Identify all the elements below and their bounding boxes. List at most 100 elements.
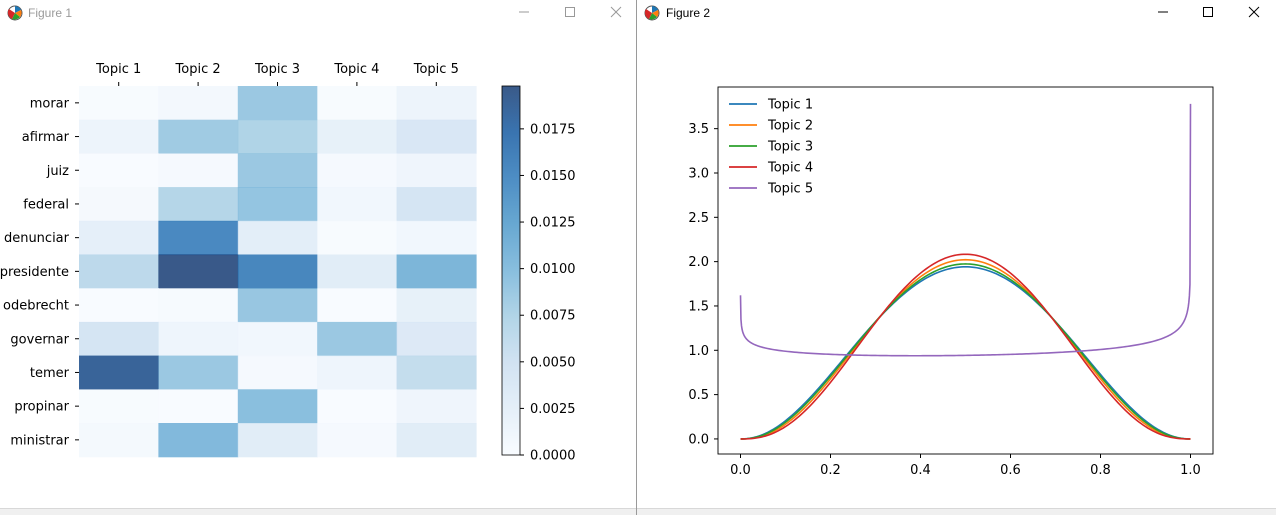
y-tick-label: afirmar — [22, 130, 70, 145]
heatmap-cell — [317, 389, 398, 424]
series-line-topic-4 — [740, 253, 1191, 440]
y-tick-label: 2.0 — [688, 255, 709, 270]
heatmap-cell — [396, 220, 477, 256]
colorbar-tick-label: 0.0175 — [530, 122, 576, 137]
x-tick-label: 0.8 — [1090, 463, 1111, 478]
figure-2-toolbar — [637, 508, 1276, 515]
x-tick-label: 0.6 — [1000, 463, 1021, 478]
heatmap-cell — [396, 86, 477, 121]
heatmap-cell — [158, 220, 239, 256]
heatmap-cell — [317, 119, 398, 154]
heatmap-cell — [79, 187, 159, 222]
y-tick-label: presidente — [0, 265, 69, 280]
y-tick-label: propinar — [14, 400, 69, 415]
heatmap-cell — [237, 288, 318, 323]
legend-label: Topic 2 — [767, 119, 813, 134]
x-tick-label: 1.0 — [1180, 463, 1201, 478]
legend-label: Topic 3 — [767, 140, 813, 155]
plot-area — [717, 86, 1214, 455]
y-tick-label: 3.5 — [688, 122, 709, 137]
series-line-topic-1 — [740, 266, 1191, 440]
heatmap-cell — [396, 119, 477, 154]
x-tick-label: 0.4 — [910, 463, 931, 478]
heatmap-cell — [79, 321, 159, 357]
heatmap-cell — [317, 86, 398, 121]
minimize-icon[interactable] — [1155, 4, 1171, 20]
series-line-topic-3 — [740, 263, 1191, 440]
heatmap-cell — [79, 288, 159, 323]
heatmap-cell — [79, 254, 159, 289]
matplotlib-logo-icon — [644, 5, 660, 21]
heatmap-cell — [79, 220, 159, 256]
heatmap-cell — [317, 187, 398, 222]
maximize-icon[interactable] — [562, 4, 578, 20]
heatmap-cell — [317, 321, 398, 357]
x-tick-label: 0.2 — [820, 463, 841, 478]
legend-label: Topic 4 — [767, 161, 813, 176]
heatmap-cell — [237, 220, 318, 256]
window-divider — [636, 0, 637, 515]
matplotlib-logo-icon — [7, 5, 23, 21]
heatmap-cell — [158, 288, 239, 323]
close-icon[interactable] — [608, 4, 624, 20]
heatmap-cell — [317, 423, 398, 458]
heatmap-cell — [396, 288, 477, 323]
heatmap-cell — [79, 153, 159, 188]
x-tick-label: Topic 1 — [95, 62, 141, 77]
close-icon[interactable] — [1246, 4, 1262, 20]
heatmap-cell — [237, 423, 318, 458]
figure-2-titlebar[interactable]: Figure 2 — [637, 0, 1276, 26]
heatmap-cell — [79, 423, 159, 458]
heatmap-cell — [237, 119, 318, 154]
heatmap-cell — [237, 254, 318, 289]
minimize-icon[interactable] — [516, 4, 532, 20]
heatmap-cell — [396, 389, 477, 424]
y-tick-label: 0.5 — [688, 388, 709, 403]
heatmap-cell — [158, 254, 239, 289]
heatmap-cell — [317, 355, 398, 390]
figure-2-title: Figure 2 — [666, 6, 711, 20]
figure-1-titlebar[interactable]: Figure 1 — [0, 0, 636, 26]
heatmap-cell — [158, 389, 239, 424]
y-tick-label: 1.5 — [688, 299, 709, 314]
colorbar-tick-label: 0.0000 — [530, 449, 576, 464]
heatmap-cell — [396, 321, 477, 357]
heatmap-cell — [396, 254, 477, 289]
colorbar-tick-label: 0.0125 — [530, 216, 576, 231]
heatmap-cell — [237, 187, 318, 222]
heatmap-cell — [158, 119, 239, 154]
y-tick-label: 2.5 — [688, 211, 709, 226]
y-tick-label: temer — [30, 366, 70, 381]
heatmap-chart: Topic 1 Topic 2 Topic 3 Topic 4 Topic 5 morar… — [0, 62, 576, 464]
heatmap-cell — [79, 389, 159, 424]
heatmap-cell — [237, 153, 318, 188]
x-tick-label: Topic 3 — [254, 62, 300, 77]
heatmap-cell — [79, 355, 159, 390]
heatmap-cell — [396, 187, 477, 222]
colorbar-tick-label: 0.0075 — [530, 309, 576, 324]
heatmap-cell — [317, 153, 398, 188]
y-tick-label: morar — [30, 96, 70, 111]
heatmap-cell — [237, 321, 318, 357]
y-tick-label: federal — [23, 197, 69, 212]
maximize-icon[interactable] — [1200, 4, 1216, 20]
heatmap-cell — [158, 153, 239, 188]
heatmap-cell — [317, 220, 398, 256]
heatmap-cell — [317, 254, 398, 289]
y-tick-label: denunciar — [4, 231, 70, 246]
colorbar-tick-label: 0.0150 — [530, 169, 576, 184]
legend-label: Topic 1 — [767, 98, 813, 113]
figure-2-window: Figure 2 0.0 0.2 0.4 0.6 0.8 1.0 0.0 0.5 1.0 1.5 2… — [637, 0, 1276, 515]
heatmap-cell — [158, 355, 239, 390]
colorbar-tick-label: 0.0025 — [530, 402, 576, 417]
colorbar-tick-label: 0.0100 — [530, 262, 576, 277]
y-tick-label: odebrecht — [3, 299, 69, 314]
figure-1-title: Figure 1 — [28, 6, 73, 20]
heatmap-cell — [396, 355, 477, 390]
colorbar — [501, 85, 521, 456]
heatmap-cell — [158, 423, 239, 458]
figure-1-toolbar — [0, 508, 636, 515]
heatmap-cell — [158, 321, 239, 357]
heatmap-cell — [79, 119, 159, 154]
heatmap-cell — [396, 423, 477, 458]
